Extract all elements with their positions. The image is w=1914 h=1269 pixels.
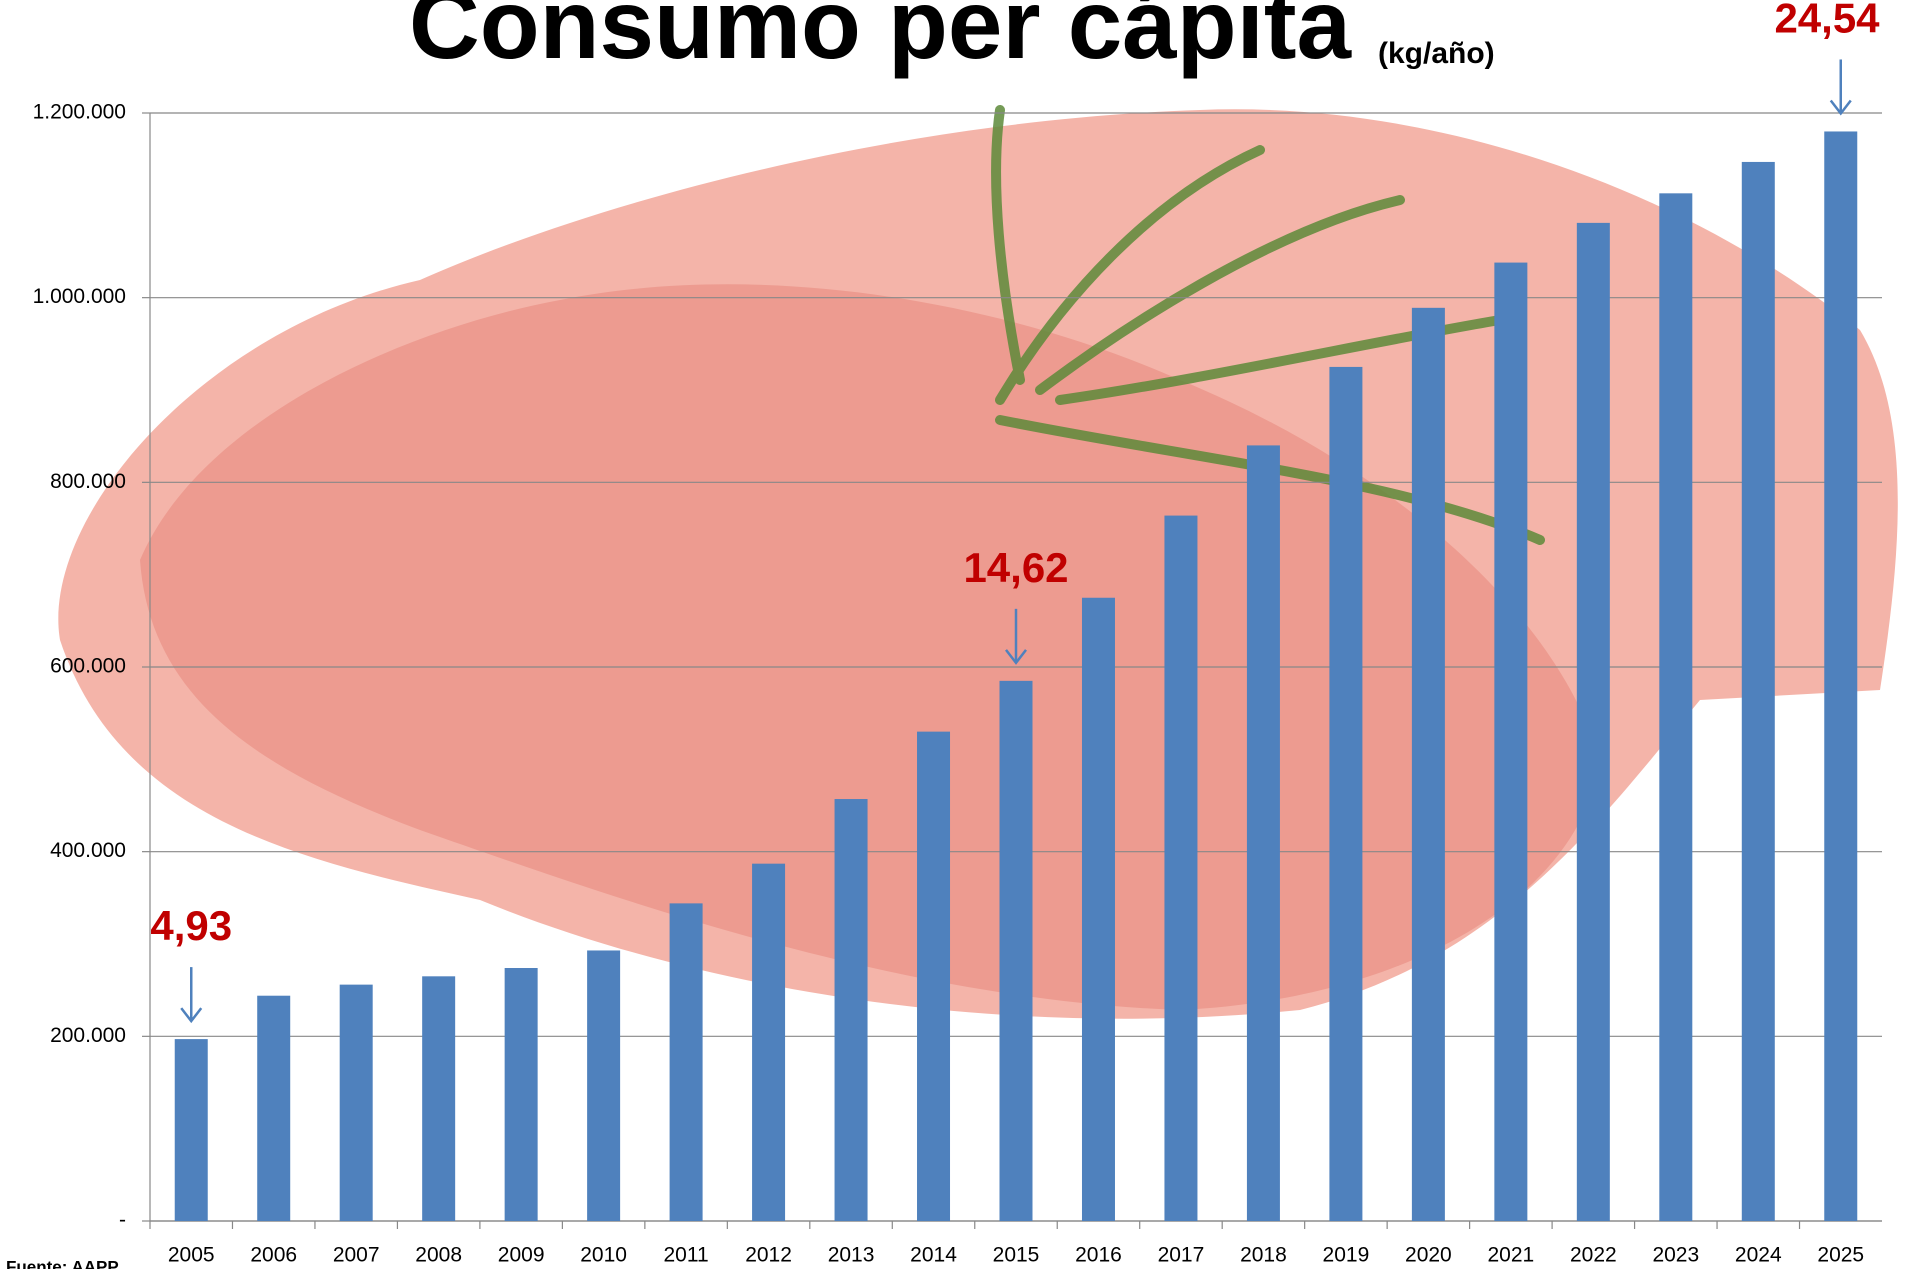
- source: Fuente: AAPP: [6, 1257, 119, 1269]
- annotation-arrowhead: [1829, 99, 1852, 116]
- y-tick-label: -: [119, 1209, 126, 1232]
- bar: [1164, 515, 1198, 1221]
- bar: [1246, 445, 1280, 1221]
- x-tick-label: 2023: [1652, 1244, 1699, 1267]
- bar: [339, 984, 373, 1221]
- x-tick-label: 2006: [250, 1244, 297, 1267]
- x-tick-label: 2009: [498, 1244, 545, 1267]
- bar: [917, 731, 951, 1221]
- bar: [1411, 307, 1445, 1221]
- x-tick-label: 2016: [1075, 1244, 1122, 1267]
- annotation: 4,93: [150, 902, 232, 949]
- x-tick-label: 2019: [1323, 1244, 1370, 1267]
- y-tick-label: 400.000: [50, 839, 126, 862]
- x-tick-label: 2022: [1570, 1244, 1617, 1267]
- x-tick-label: 2021: [1487, 1244, 1534, 1267]
- bar: [1741, 161, 1775, 1222]
- y-tick-label: 1.200.000: [33, 101, 126, 124]
- x-tick-label: 2014: [910, 1244, 957, 1267]
- x-tick-label: 2025: [1817, 1244, 1864, 1267]
- x-tick-label: 2015: [993, 1244, 1040, 1267]
- x-tick-label: 2018: [1240, 1244, 1287, 1267]
- x-tick-label: 2008: [415, 1244, 462, 1267]
- bar: [1081, 597, 1115, 1221]
- x-tick-label: 2005: [168, 1244, 215, 1267]
- x-tick-label: 2011: [664, 1244, 709, 1267]
- y-tick-label: 200.000: [50, 1024, 126, 1047]
- bar: [1329, 366, 1363, 1222]
- chart-title: Consumo per cápita: [409, 0, 1353, 79]
- bar: [422, 976, 456, 1221]
- x-tick-label: 2010: [580, 1244, 627, 1267]
- bar: [1824, 131, 1858, 1221]
- y-tick-label: 800.000: [50, 470, 126, 493]
- bar: [669, 903, 703, 1221]
- bar: [834, 799, 868, 1221]
- y-tick-label: 1.000.000: [33, 285, 126, 308]
- bar: [752, 863, 786, 1221]
- bar: [1494, 262, 1528, 1222]
- x-tick-label: 2020: [1405, 1244, 1452, 1267]
- x-tick-label: 2007: [333, 1244, 380, 1267]
- bar: [587, 950, 621, 1221]
- bar: [504, 968, 538, 1221]
- annotation-arrowhead: [180, 1007, 203, 1024]
- annotation: 24,54: [1774, 0, 1880, 42]
- annotation-arrowhead: [1005, 649, 1027, 665]
- x-tick-label: 2024: [1735, 1244, 1782, 1267]
- x-tick-label: 2013: [828, 1244, 875, 1267]
- bar: [174, 1039, 208, 1221]
- y-tick-label: 600.000: [50, 655, 126, 678]
- x-tick-label: 2017: [1158, 1244, 1205, 1267]
- annotation: 14,62: [963, 544, 1068, 591]
- bar: [1659, 193, 1693, 1222]
- bar: [999, 680, 1033, 1221]
- chart-subtitle: (kg/año): [1378, 37, 1495, 70]
- bar: [1576, 222, 1610, 1222]
- x-tick-label: 2012: [745, 1244, 792, 1267]
- bar: [257, 995, 291, 1221]
